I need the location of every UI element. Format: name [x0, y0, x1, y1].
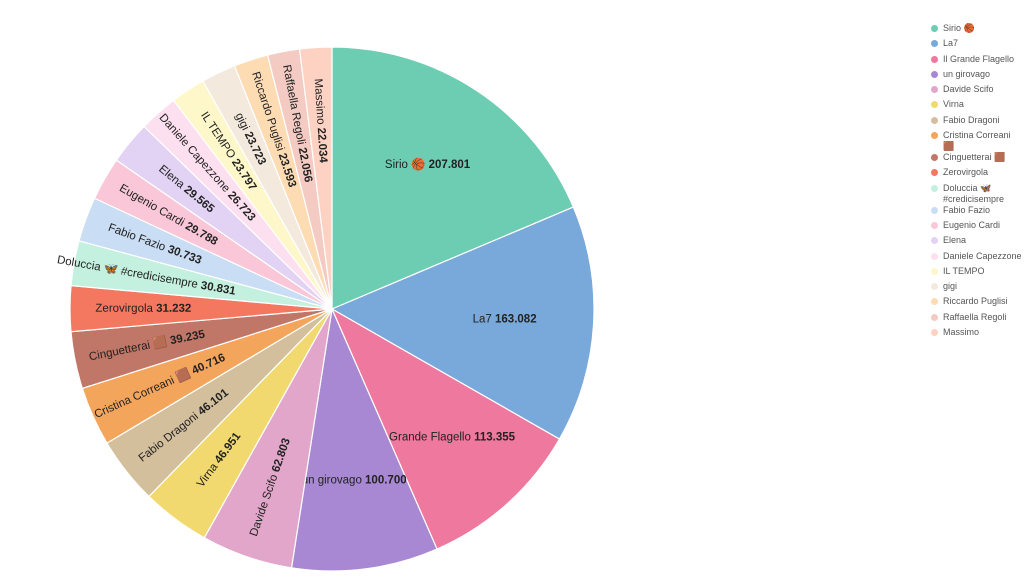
legend-swatch	[931, 267, 938, 275]
slice-label: Sirio 🏀 207.801	[385, 156, 471, 172]
legend-item[interactable]: gigi	[928, 281, 1024, 296]
legend-label: un girovago	[943, 68, 991, 79]
legend-swatch	[931, 283, 938, 291]
legend-item[interactable]: Sirio 🏀	[928, 23, 1024, 38]
legend-swatch	[931, 298, 938, 306]
legend-label: Cinguetterai 🟫	[943, 152, 1006, 163]
legend-label: Fabio Dragoni	[943, 114, 1000, 125]
legend-item[interactable]: Massimo	[928, 327, 1024, 342]
legend-swatch	[931, 221, 938, 229]
legend-swatch	[931, 169, 938, 177]
legend-item[interactable]: IL TEMPO	[928, 266, 1024, 281]
legend-item[interactable]: Zerovirgola	[928, 167, 1024, 182]
legend-swatch	[931, 206, 938, 214]
legend-item[interactable]: Raffaella Regoli	[928, 312, 1024, 327]
slice-label: La7 163.082	[473, 313, 537, 325]
legend-label: Virna	[943, 99, 964, 110]
legend-item[interactable]: Riccardo Puglisi	[928, 296, 1024, 311]
legend-swatch	[931, 101, 938, 109]
pie-slice[interactable]	[331, 46, 575, 310]
legend-label: La7	[943, 38, 959, 49]
chart-legend: Sirio 🏀 La7 Il Grande Flagello un girovago D…	[928, 23, 1024, 342]
legend-swatch	[931, 25, 938, 32]
legend-item[interactable]: Virna	[928, 99, 1024, 114]
legend-label: Daniele Capezzone	[943, 250, 1022, 261]
legend-item[interactable]: Eugenio Cardi	[928, 220, 1024, 235]
legend-swatch	[931, 184, 938, 192]
legend-label: Raffaella Regoli	[943, 311, 1007, 322]
legend-swatch	[931, 237, 938, 245]
legend-swatch	[931, 154, 938, 162]
pie-slice[interactable]	[298, 46, 333, 310]
legend-label: IL TEMPO	[943, 265, 985, 276]
legend-item[interactable]: Il Grande Flagello	[928, 54, 1024, 69]
legend-swatch	[931, 313, 938, 321]
legend-item[interactable]: Cristina Correani 🟫	[928, 130, 1024, 152]
legend-item[interactable]: un girovago	[928, 69, 1024, 84]
legend-swatch	[931, 116, 938, 124]
legend-label: Massimo	[943, 327, 980, 338]
pie-slice[interactable]	[330, 307, 561, 550]
slice-label: Il Grande Flagello 113.355	[380, 432, 516, 444]
legend-label: Cristina Correani 🟫	[943, 130, 1011, 152]
legend-item[interactable]: Fabio Fazio	[928, 205, 1024, 220]
legend-swatch	[931, 86, 938, 94]
legend-swatch	[931, 329, 938, 337]
legend-swatch	[931, 55, 938, 63]
legend-swatch	[931, 132, 938, 140]
legend-item[interactable]: Doluccia 🦋 #credicisempre	[928, 183, 1024, 205]
legend-label: Davide Scifo	[943, 84, 994, 95]
pie-slice[interactable]	[330, 206, 595, 440]
slice-label: un girovago 100.700	[302, 475, 407, 487]
legend-item[interactable]: Fabio Dragoni	[928, 115, 1024, 130]
legend-label: Riccardo Puglisi	[943, 296, 1008, 307]
legend-label: Fabio Fazio	[943, 204, 991, 215]
legend-item[interactable]: Davide Scifo	[928, 84, 1024, 99]
legend-swatch	[931, 252, 938, 260]
legend-label: Zerovirgola	[943, 167, 989, 178]
legend-swatch	[931, 40, 938, 48]
legend-item[interactable]: Elena	[928, 235, 1024, 250]
legend-item[interactable]: Daniele Capezzone	[928, 251, 1024, 266]
pie-slice[interactable]	[290, 306, 438, 572]
legend-item[interactable]: La7	[928, 38, 1024, 53]
slice-label: Zerovirgola 31.232	[95, 303, 191, 315]
legend-swatch	[931, 70, 938, 78]
legend-label: Elena	[943, 235, 967, 246]
slice-label: Massimo 22.034	[312, 78, 329, 164]
legend-label: Doluccia 🦋 #credicisempre	[943, 182, 1005, 204]
legend-label: Sirio 🏀	[943, 23, 975, 33]
legend-label: Eugenio Cardi	[943, 219, 1001, 230]
legend-label: gigi	[943, 281, 958, 292]
legend-item[interactable]: Cinguetterai 🟫	[928, 152, 1024, 167]
legend-label: Il Grande Flagello	[943, 53, 1015, 64]
